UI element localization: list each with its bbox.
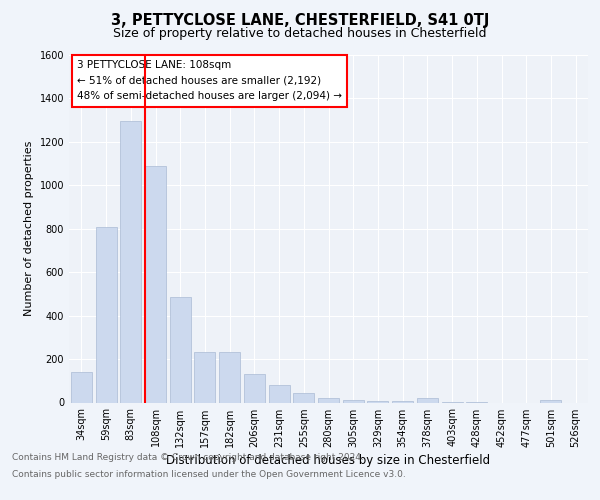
Text: Contains public sector information licensed under the Open Government Licence v3: Contains public sector information licen… — [12, 470, 406, 479]
Bar — [120, 121, 141, 402]
Bar — [244, 374, 265, 402]
Text: 3, PETTYCLOSE LANE, CHESTERFIELD, S41 0TJ: 3, PETTYCLOSE LANE, CHESTERFIELD, S41 0T… — [111, 12, 489, 28]
Text: 3 PETTYCLOSE LANE: 108sqm
← 51% of detached houses are smaller (2,192)
48% of se: 3 PETTYCLOSE LANE: 108sqm ← 51% of detac… — [77, 60, 342, 102]
Bar — [145, 166, 166, 402]
Bar — [318, 398, 339, 402]
Bar — [95, 226, 116, 402]
Bar — [170, 296, 191, 403]
Bar — [71, 372, 92, 402]
Bar — [194, 352, 215, 403]
Bar — [541, 400, 562, 402]
Y-axis label: Number of detached properties: Number of detached properties — [24, 141, 34, 316]
Bar — [269, 385, 290, 402]
Bar — [293, 392, 314, 402]
Text: Size of property relative to detached houses in Chesterfield: Size of property relative to detached ho… — [113, 28, 487, 40]
Text: Contains HM Land Registry data © Crown copyright and database right 2024.: Contains HM Land Registry data © Crown c… — [12, 452, 364, 462]
Bar — [367, 401, 388, 402]
X-axis label: Distribution of detached houses by size in Chesterfield: Distribution of detached houses by size … — [166, 454, 491, 467]
Bar — [417, 398, 438, 402]
Bar — [219, 352, 240, 403]
Bar — [343, 400, 364, 402]
